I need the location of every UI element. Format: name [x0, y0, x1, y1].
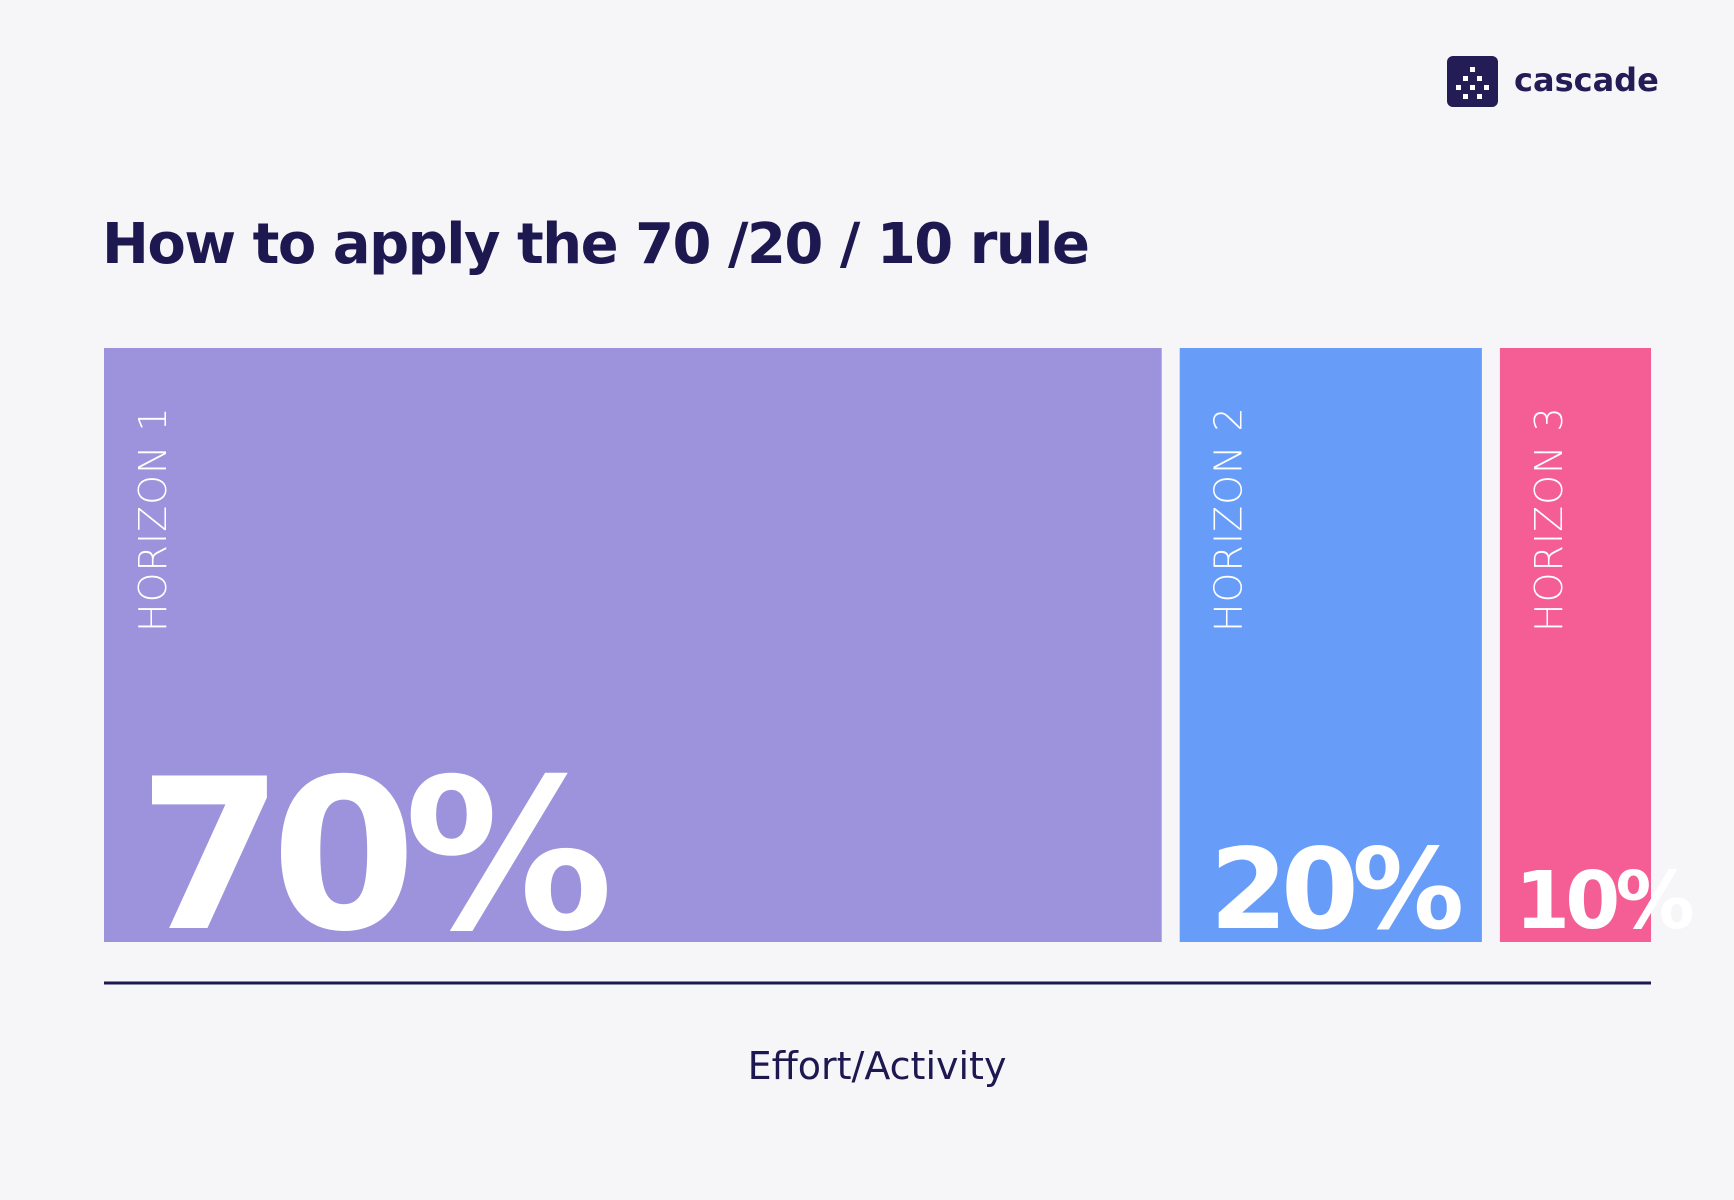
chart-title: How to apply the 70 /20 / 10 rule	[102, 212, 1088, 277]
logo-dots	[1456, 67, 1489, 99]
logo-icon	[1447, 56, 1498, 107]
value-label: 20%	[1210, 825, 1461, 955]
value-label: 70%	[138, 735, 607, 978]
value-label: 10%	[1515, 855, 1693, 947]
logo: cascade	[1447, 56, 1659, 107]
category-label: HORIZON 2	[1207, 406, 1251, 632]
block	[1179, 348, 1482, 942]
block	[104, 348, 1162, 942]
logo-text: cascade	[1514, 61, 1659, 99]
category-label: HORIZON 3	[1527, 406, 1571, 632]
x-axis-label: Effort/Activity	[748, 1044, 1007, 1088]
block	[1499, 348, 1651, 942]
category-label: HORIZON 1	[131, 406, 175, 632]
